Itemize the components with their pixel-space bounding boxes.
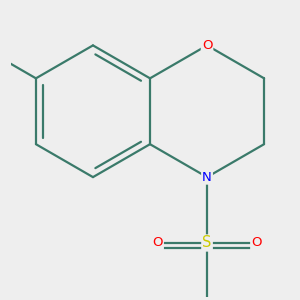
Text: O: O xyxy=(152,236,163,250)
Text: O: O xyxy=(251,236,262,250)
Text: S: S xyxy=(202,236,212,250)
Text: N: N xyxy=(202,171,212,184)
Text: O: O xyxy=(202,39,212,52)
